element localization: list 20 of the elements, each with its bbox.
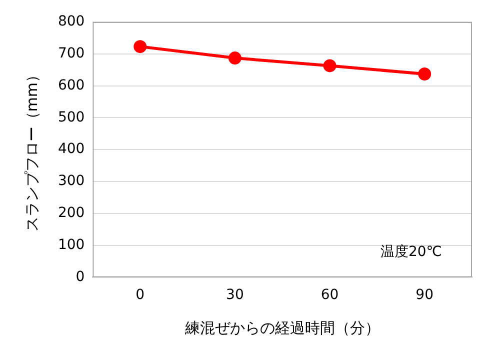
x-tick-label: 0	[136, 287, 145, 304]
point	[228, 52, 242, 65]
y-tick-label: 100	[58, 236, 85, 253]
y-tick-label: 500	[58, 109, 85, 126]
point	[134, 40, 147, 54]
y-tick-label: 0	[76, 268, 85, 285]
y-tick-label: 600	[58, 77, 85, 94]
point	[418, 67, 432, 80]
y-tick-label: 700	[58, 46, 85, 62]
y-tick-label: 300	[58, 173, 85, 190]
x-axis-title: 練混ぜからの経過時間（分）	[184, 318, 380, 337]
point	[323, 59, 336, 72]
x-tick-label: 60	[320, 287, 339, 304]
x-tick-label: 90	[416, 287, 434, 304]
annotation: 温度20℃	[380, 244, 442, 260]
x-tick-label: 30	[226, 287, 244, 304]
y-tick-label: 200	[58, 205, 85, 222]
y-tick-label: 800	[58, 14, 85, 30]
y-tick-label: 400	[58, 141, 85, 158]
y-axis-title: スランプフロー（mm）	[22, 67, 41, 232]
